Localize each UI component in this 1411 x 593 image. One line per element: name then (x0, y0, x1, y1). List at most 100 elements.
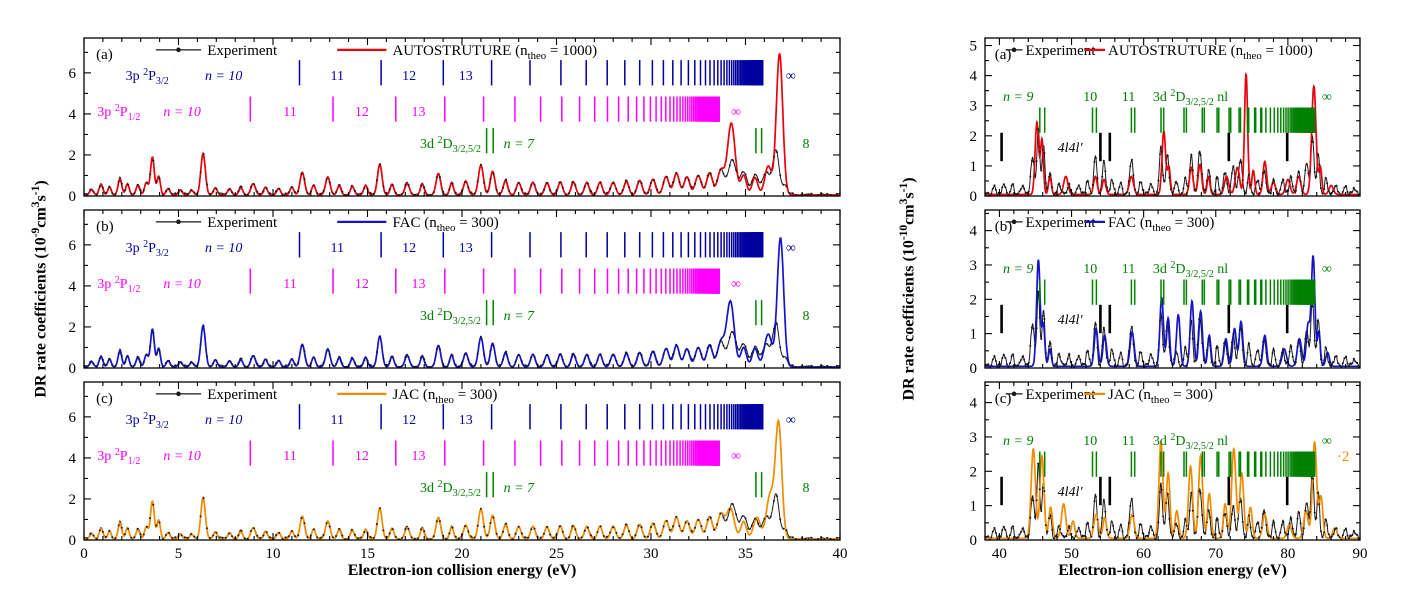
legend: Experiment AUTOSTRUTURE (ntheo = 1000) (155, 43, 597, 62)
svg-text:15: 15 (360, 546, 375, 562)
svg-text:(c): (c) (96, 391, 113, 407)
svg-text:13: 13 (412, 277, 426, 292)
curves (84, 418, 840, 540)
panel-frame (984, 209, 1361, 369)
legend-experiment-marker (1011, 47, 1017, 53)
svg-text:∞: ∞ (1322, 90, 1332, 105)
left-x-axis-title: Electron-ion collision energy (eV) (347, 562, 577, 579)
svg-text:2: 2 (970, 464, 978, 480)
svg-text:FAC (ntheo = 300): FAC (ntheo = 300) (392, 215, 498, 234)
svg-text:3p 2P3/2: 3p 2P3/2 (126, 411, 169, 431)
curves (985, 255, 1360, 368)
svg-text:n = 9: n = 9 (1003, 262, 1033, 277)
4l4l-markers (1000, 476, 1289, 506)
svg-text:2: 2 (69, 148, 77, 164)
svg-text:(b): (b) (995, 219, 1013, 235)
svg-text:13: 13 (412, 449, 426, 464)
svg-text:3d 2D3/2,5/2: 3d 2D3/2,5/2 (420, 135, 481, 155)
svg-text:4l4l′: 4l4l′ (1058, 313, 1084, 328)
svg-text:n = 9: n = 9 (1003, 434, 1033, 449)
experiment-points (84, 495, 840, 540)
svg-text:80: 80 (1280, 546, 1295, 562)
svg-text:n = 9: n = 9 (1003, 90, 1033, 105)
panel-frame (83, 209, 841, 369)
svg-text:AUTOSTRUTURE (ntheo = 1000): AUTOSTRUTURE (ntheo = 1000) (392, 43, 597, 62)
svg-text:3p 2P1/2: 3p 2P1/2 (97, 275, 140, 295)
svg-text:13: 13 (412, 105, 426, 120)
svg-text:0: 0 (69, 361, 77, 377)
legend-experiment-marker (176, 219, 181, 225)
svg-text:0: 0 (69, 533, 77, 549)
svg-text:∞: ∞ (731, 105, 741, 120)
svg-text:4: 4 (69, 279, 77, 295)
svg-text:∞: ∞ (1322, 262, 1332, 277)
axis-ticks (83, 38, 841, 197)
figure-right-panel-a: n = 9 10 11 3d 2D3/2,5/2 nl ∞4l4l′Experiment… (970, 37, 1361, 205)
experiment-points (985, 128, 1360, 196)
svg-text:∞: ∞ (1322, 434, 1332, 449)
svg-text:40: 40 (992, 546, 1007, 562)
3p-P3-2-rydberg-markers (298, 232, 764, 258)
svg-text:30: 30 (644, 546, 659, 562)
svg-text:3p 2P3/2: 3p 2P3/2 (126, 239, 169, 259)
svg-text:3p 2P1/2: 3p 2P1/2 (97, 447, 140, 467)
svg-text:0: 0 (970, 533, 978, 549)
experiment-points (985, 462, 1360, 540)
theory-curve (985, 439, 1360, 540)
svg-text:11: 11 (283, 105, 296, 120)
theory-curve (84, 418, 840, 540)
svg-text:4l4l′: 4l4l′ (1058, 141, 1084, 156)
svg-text:AUTOSTRUTURE (ntheo = 1000): AUTOSTRUTURE (ntheo = 1000) (1108, 43, 1313, 62)
svg-text:JAC (ntheo = 300): JAC (ntheo = 300) (1108, 387, 1213, 406)
svg-text:11: 11 (1122, 262, 1135, 277)
svg-text:11: 11 (283, 277, 296, 292)
svg-text:25: 25 (549, 546, 564, 562)
svg-text:3: 3 (970, 99, 978, 115)
svg-text:(a): (a) (96, 47, 113, 63)
3d-D-nl-rydberg-markers (1039, 107, 1316, 133)
svg-text:2: 2 (970, 292, 978, 308)
svg-text:13: 13 (459, 413, 473, 428)
svg-text:13: 13 (459, 241, 473, 256)
svg-text:2: 2 (69, 492, 77, 508)
figure-right-panel-b: n = 9 10 11 3d 2D3/2,5/2 nl ∞4l4l′Experiment… (970, 209, 1361, 377)
svg-text:11: 11 (331, 413, 344, 428)
svg-text:1: 1 (970, 159, 978, 175)
svg-text:4: 4 (970, 224, 978, 240)
svg-text:8: 8 (802, 309, 809, 324)
svg-text:n = 10: n = 10 (163, 105, 200, 120)
figure-left-panel-c: 3p 2P3/2 n = 10 11 12 13 ∞ 3p 2P1/2 n = 10 11 12 1… (69, 381, 848, 562)
3p-P3-2-rydberg-markers (298, 60, 764, 86)
legend: Experiment AUTOSTRUTURE (ntheo = 1000) (1005, 43, 1313, 62)
svg-text:12: 12 (402, 241, 416, 256)
svg-text:0: 0 (970, 189, 978, 205)
svg-text:Experiment: Experiment (1026, 387, 1097, 403)
svg-text:3d 2D3/2,5/2: 3d 2D3/2,5/2 (420, 479, 481, 499)
svg-text:n = 10: n = 10 (205, 69, 242, 84)
legend-experiment-marker (1011, 219, 1017, 225)
3d-D-markers (485, 128, 763, 154)
svg-text:n = 10: n = 10 (205, 413, 242, 428)
curves (84, 237, 840, 368)
svg-text:Experiment: Experiment (207, 43, 278, 59)
svg-text:60: 60 (1136, 546, 1151, 562)
svg-text:3: 3 (970, 430, 978, 446)
svg-text:90: 90 (1353, 546, 1368, 562)
figure-left-panel-b: 3p 2P3/2 n = 10 11 12 13 ∞ 3p 2P1/2 n = 10 11 12 1… (69, 209, 841, 377)
svg-text:2: 2 (69, 320, 77, 336)
svg-text:3p 2P3/2: 3p 2P3/2 (126, 67, 169, 87)
theory-curve (985, 255, 1360, 368)
svg-text:Experiment: Experiment (1026, 215, 1097, 231)
svg-text:12: 12 (402, 69, 416, 84)
3d-D-markers (485, 300, 763, 326)
legend-experiment-marker (1011, 391, 1017, 397)
svg-text:11: 11 (1122, 90, 1135, 105)
svg-text:70: 70 (1208, 546, 1223, 562)
svg-text:3d 2D3/2,5/2 nl: 3d 2D3/2,5/2 nl (1153, 88, 1228, 108)
svg-text:FAC (ntheo = 300): FAC (ntheo = 300) (1108, 215, 1214, 234)
svg-text:6: 6 (69, 66, 77, 82)
legend-experiment-marker (176, 391, 181, 397)
svg-text:0: 0 (80, 546, 88, 562)
